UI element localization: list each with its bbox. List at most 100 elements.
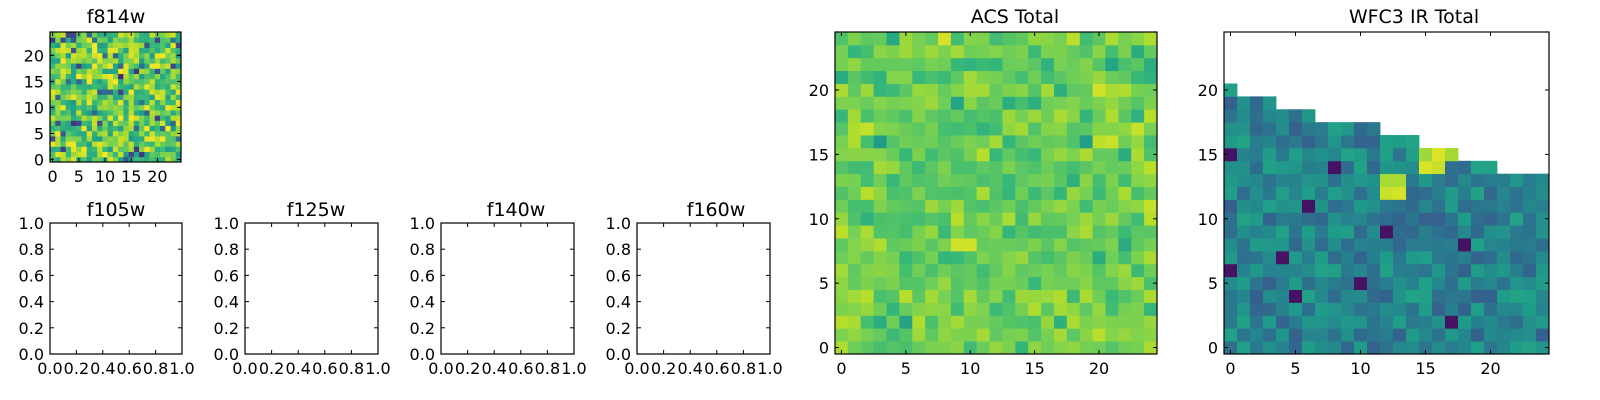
f814w-pixel [76, 151, 82, 158]
acs-total-pixel [835, 122, 849, 136]
acs-total-pixel [899, 328, 913, 342]
acs-total-pixel [989, 32, 1003, 46]
f814w-pixel [139, 156, 145, 163]
acs-total-pixel [950, 32, 965, 46]
f814w-pixel [70, 110, 77, 116]
acs-total-pixel [1041, 238, 1055, 252]
wfc3-ir-total-pixel [1328, 276, 1342, 290]
f814w-pixel [123, 84, 129, 90]
f814w-pixel [60, 156, 67, 163]
acs-total-pixel [1041, 263, 1055, 278]
f814w-pixel [160, 130, 166, 137]
acs-total-pixel [1053, 289, 1068, 303]
f814w-pixel [50, 120, 56, 126]
acs-total-pixel [1144, 122, 1158, 136]
wfc3-ir-total-pixel [1237, 238, 1251, 252]
f140w-xtick-label: 0.2 [455, 359, 480, 378]
acs-total-pixel [1131, 96, 1145, 110]
title-f814w: f814w [87, 6, 146, 28]
acs-total-pixel [860, 57, 875, 72]
f814w-pixel [160, 141, 166, 147]
acs-total-pixel [860, 341, 875, 355]
wfc3-ir-total-pixel [1315, 199, 1329, 213]
f814w-pixel [175, 136, 182, 142]
acs-total-pixel [925, 250, 939, 265]
wfc3-ir-total-pixel [1484, 199, 1498, 213]
acs-total-pixel [925, 173, 939, 187]
wfc3-ir-total-pixel [1445, 263, 1459, 278]
acs-total-pixel [1079, 135, 1093, 149]
acs-total-pixel [1041, 44, 1055, 59]
f814w-pixel [55, 84, 61, 90]
acs-total-pixel [1105, 109, 1119, 123]
acs-total-pixel [1041, 199, 1055, 213]
wfc3-ir-total-pixel [1419, 225, 1433, 239]
f814w-pixel [144, 104, 150, 111]
acs-total-pixel [1092, 289, 1106, 303]
wfc3-ir-total-xtick-label: 15 [1415, 359, 1435, 378]
wfc3-ir-total-pixel [1224, 238, 1238, 252]
f814w-pixel [55, 89, 61, 95]
f814w-pixel [81, 130, 88, 137]
f814w-pixel [128, 42, 135, 48]
f814w-pixel [154, 37, 161, 43]
f814w-pixel [97, 47, 103, 54]
acs-total-pixel [950, 83, 965, 97]
acs-total-pixel [847, 250, 862, 265]
f814w-pixel [128, 141, 135, 147]
acs-total-pixel [873, 289, 887, 303]
wfc3-ir-total-pixel [1484, 250, 1498, 265]
acs-total-pixel [1041, 83, 1055, 97]
f160w-xtick-label: 0.2 [651, 359, 676, 378]
f814w-pixel [86, 84, 93, 90]
acs-total-pixel [860, 135, 875, 149]
acs-total-pixel [1053, 263, 1068, 278]
acs-total-pixel [1092, 44, 1106, 59]
f814w-xtick-label: 15 [121, 167, 141, 186]
acs-total-pixel [1131, 135, 1145, 149]
f814w-pixel [50, 63, 56, 69]
acs-total-pixel [938, 147, 952, 162]
acs-total-pixel [1105, 238, 1119, 252]
wfc3-ir-total-pixel [1354, 225, 1368, 239]
acs-total-pixel [1053, 341, 1068, 355]
f814w-pixel [60, 125, 67, 132]
f814w-pixel [50, 115, 56, 121]
acs-total-pixel [938, 122, 952, 136]
wfc3-ir-total-pixel [1367, 212, 1381, 226]
wfc3-ir-total-pixel [1471, 315, 1485, 329]
f160w-xtick-label: 1.0 [757, 359, 782, 378]
acs-total-pixel [1118, 135, 1132, 149]
wfc3-ir-total-pixel [1237, 135, 1251, 149]
f814w-pixel [170, 42, 177, 48]
acs-total-pixel [1015, 147, 1029, 162]
acs-total-pixel [1002, 160, 1016, 175]
wfc3-ir-total-pixel [1393, 135, 1407, 149]
acs-total-pixel [1028, 225, 1042, 239]
acs-total-pixel [835, 96, 849, 110]
acs-total-pixel [1002, 32, 1016, 46]
acs-total-pixel [847, 212, 862, 226]
f125w-axes-frame [244, 222, 379, 355]
wfc3-ir-total-pixel [1536, 238, 1550, 252]
acs-total-pixel [1092, 70, 1106, 84]
wfc3-ir-total-pixel [1510, 199, 1524, 213]
f814w-pixel [65, 130, 72, 137]
acs-total-pixel [1079, 70, 1093, 84]
acs-total-pixel [1066, 96, 1081, 110]
wfc3-ir-total-ytick-label: 0 [1208, 339, 1218, 358]
acs-total-pixel [1053, 32, 1068, 46]
wfc3-ir-total-pixel [1224, 250, 1238, 265]
acs-total-pixel [1028, 96, 1042, 110]
acs-total-pixel [925, 276, 939, 290]
wfc3-ir-total-pixel [1341, 289, 1355, 303]
wfc3-ir-total-pixel [1237, 263, 1251, 278]
wfc3-ir-total-pixel [1445, 225, 1459, 239]
acs-total-pixel [873, 199, 887, 213]
f814w-pixel [175, 146, 182, 152]
f814w-axes-frame [49, 31, 182, 163]
f814w-pixel [76, 120, 82, 126]
acs-total-pixel [1092, 225, 1106, 239]
wfc3-ir-total-pixel [1263, 160, 1277, 175]
f814w-pixel [112, 104, 119, 111]
